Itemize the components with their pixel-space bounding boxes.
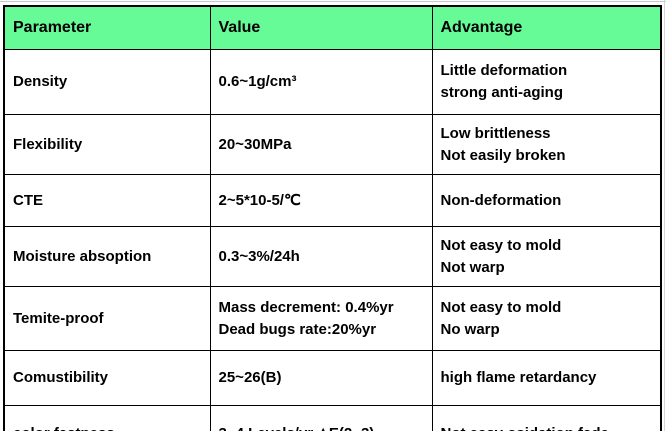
cell-advantage: Non-deformation: [431, 174, 662, 227]
cell-advantage: Little deformation strong anti-aging: [431, 49, 662, 115]
cell-value: 25~26(B): [209, 350, 433, 406]
cell-advantage: Not easy osidation fade: [431, 405, 662, 431]
cell-parameter: Moisture absoption: [3, 226, 211, 287]
cell-parameter: color fastness: [3, 405, 211, 431]
table-row-density: Density 0.6~1g/cm³ Little deformation st…: [3, 49, 662, 115]
cell-parameter: Density: [3, 49, 211, 115]
table-row-flexibility: Flexibility 20~30MPa Low brittleness Not…: [3, 114, 662, 175]
cell-parameter: Flexibility: [3, 114, 211, 175]
cell-value: 2~5*10-5/℃: [209, 174, 433, 227]
header-cell-advantage: Advantage: [431, 5, 662, 50]
header-row: Parameter Value Advantage: [3, 5, 662, 50]
table-row-color-fastness: color fastness 3~4 Levels/yr △E(2~3) Not…: [3, 405, 662, 431]
table-row-temite-proof: Temite-proof Mass decrement: 0.4%yr Dead…: [3, 286, 662, 351]
cell-value: 3~4 Levels/yr △E(2~3): [209, 405, 433, 431]
header-cell-parameter: Parameter: [3, 5, 211, 50]
cell-value: 0.3~3%/24h: [209, 226, 433, 287]
cell-advantage: high flame retardancy: [431, 350, 662, 406]
cell-advantage: Not easy to mold Not warp: [431, 226, 662, 287]
cell-parameter: CTE: [3, 174, 211, 227]
spreadsheet-gridline-right: [664, 0, 665, 431]
cell-parameter: Temite-proof: [3, 286, 211, 351]
table-row-cte: CTE 2~5*10-5/℃ Non-deformation: [3, 174, 662, 227]
cell-value: Mass decrement: 0.4%yr Dead bugs rate:20…: [209, 286, 433, 351]
cell-advantage: Low brittleness Not easily broken: [431, 114, 662, 175]
cell-advantage: Not easy to mold No warp: [431, 286, 662, 351]
product-spec-table: Parameter Value Advantage Density 0.6~1g…: [3, 5, 662, 431]
table-row-moisture-absoption: Moisture absoption 0.3~3%/24h Not easy t…: [3, 226, 662, 287]
spreadsheet-gridline-top: [0, 1, 666, 2]
cell-value: 20~30MPa: [209, 114, 433, 175]
cell-value: 0.6~1g/cm³: [209, 49, 433, 115]
cell-parameter: Comustibility: [3, 350, 211, 406]
header-cell-value: Value: [209, 5, 433, 50]
table-row-comustibility: Comustibility 25~26(B) high flame retard…: [3, 350, 662, 406]
